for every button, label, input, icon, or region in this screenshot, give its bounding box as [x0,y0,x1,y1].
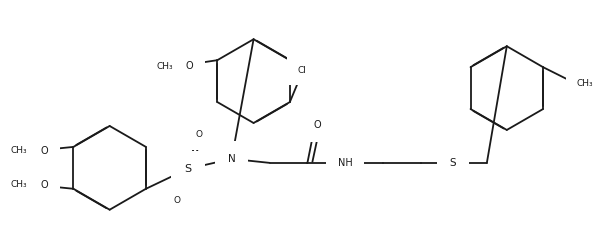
Text: CH₃: CH₃ [157,62,173,71]
Text: NH: NH [338,158,353,168]
Text: CH₃: CH₃ [577,79,594,88]
Text: S: S [184,164,191,174]
Text: Cl: Cl [297,66,306,75]
Text: O: O [173,196,181,205]
Text: O: O [41,146,48,156]
Text: O: O [195,130,202,139]
Text: CH₃: CH₃ [11,180,27,189]
Text: O: O [313,120,321,130]
Text: N: N [228,154,235,164]
Text: O: O [185,61,193,71]
Text: O: O [41,180,48,190]
Text: CH₃: CH₃ [11,146,27,155]
Text: S: S [449,158,457,168]
